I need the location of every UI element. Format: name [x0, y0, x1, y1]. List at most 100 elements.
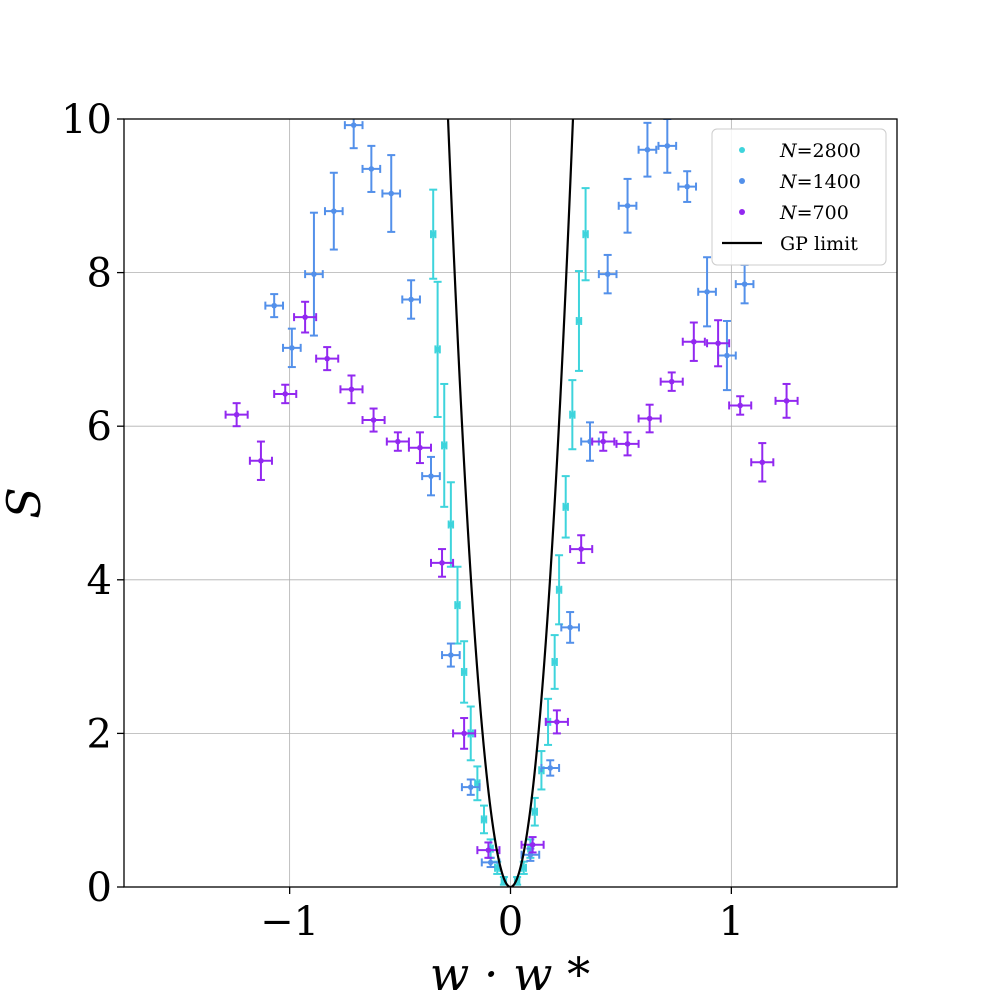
point-2-8 — [407, 431, 432, 465]
point-0-13 — [519, 860, 528, 875]
data-point — [531, 808, 538, 815]
data-point — [668, 378, 675, 385]
point-1-2 — [304, 211, 324, 337]
data-point — [646, 415, 653, 422]
point-2-19 — [681, 321, 706, 362]
data-point — [644, 146, 651, 153]
point-2-3 — [293, 300, 318, 334]
data-point — [582, 231, 589, 237]
legend-label-1: N=1400 — [779, 171, 861, 193]
point-2-9 — [429, 548, 455, 578]
legend-label-var: N — [779, 140, 798, 162]
point-2-6 — [361, 407, 386, 433]
data-point — [783, 398, 790, 404]
point-2-16 — [615, 431, 640, 457]
data-point — [454, 602, 461, 608]
point-1-9 — [441, 642, 461, 668]
point-0-21 — [568, 379, 577, 451]
data-point — [481, 816, 487, 823]
legend-label-num: 700 — [813, 202, 849, 224]
data-point — [759, 459, 766, 466]
point-1-8 — [421, 455, 441, 497]
legend-label-var: N — [779, 202, 798, 224]
point-1-5 — [361, 144, 382, 193]
point-2-2 — [273, 383, 298, 405]
series-1 — [264, 119, 755, 869]
data-point — [448, 521, 454, 528]
point-1-4 — [343, 119, 364, 150]
point-2-15 — [591, 431, 616, 452]
data-point — [439, 560, 445, 566]
point-0-19 — [555, 554, 564, 626]
point-2-7 — [385, 431, 410, 452]
data-point — [600, 438, 607, 445]
legend-label-num: 1400 — [813, 171, 861, 193]
legend-label-eq: = — [797, 202, 813, 224]
point-1-22 — [717, 319, 737, 392]
data-point — [567, 624, 573, 631]
data-point — [233, 411, 240, 418]
point-0-22 — [574, 270, 583, 372]
point-0-0 — [429, 188, 438, 280]
data-point — [684, 183, 690, 190]
point-1-23 — [734, 263, 755, 305]
point-0-15 — [530, 796, 539, 827]
data-point — [311, 271, 317, 277]
point-0-5 — [460, 640, 469, 704]
data-point — [529, 841, 536, 848]
data-point — [520, 865, 527, 871]
legend-marker-0 — [739, 147, 745, 153]
data-point — [302, 314, 308, 320]
point-0-1 — [433, 280, 442, 418]
data-point — [461, 669, 467, 675]
legend-label-eq: = — [797, 171, 813, 193]
point-2-14 — [569, 534, 594, 564]
series-2 — [224, 300, 799, 859]
point-2-18 — [659, 371, 684, 392]
data-point — [430, 231, 437, 237]
y-tick-label-3: 6 — [87, 404, 112, 450]
data-layer — [224, 119, 799, 886]
point-0-20 — [561, 475, 570, 539]
point-1-16 — [597, 253, 618, 295]
data-point — [271, 302, 277, 309]
data-point — [258, 457, 264, 464]
data-point — [485, 847, 492, 853]
data-point — [741, 281, 748, 287]
point-1-17 — [617, 177, 638, 234]
y-tick-label-1: 2 — [87, 711, 112, 757]
point-0-2 — [440, 382, 449, 508]
data-point — [388, 190, 395, 197]
data-point — [562, 504, 569, 510]
point-0-4 — [453, 565, 462, 645]
point-1-3 — [323, 171, 344, 251]
data-point — [348, 386, 355, 393]
data-point — [395, 438, 401, 445]
data-point — [428, 473, 434, 479]
data-point — [434, 346, 441, 353]
data-point — [554, 719, 560, 725]
x-tick-label-0: −1 — [260, 899, 319, 945]
data-point — [551, 659, 558, 665]
legend-label-num: 2800 — [813, 140, 861, 162]
data-point — [289, 345, 295, 351]
point-2-13 — [544, 709, 569, 735]
gp-limit-curve — [446, 119, 575, 887]
data-point — [350, 122, 357, 128]
data-point — [724, 352, 730, 359]
data-point — [368, 166, 375, 172]
point-1-18 — [637, 121, 658, 178]
point-2-11 — [476, 841, 501, 859]
data-point — [461, 730, 467, 737]
legend-frame — [711, 128, 887, 266]
legend-label-eq: = — [797, 140, 813, 162]
legend-marker-1 — [739, 178, 745, 184]
y-tick-label-4: 8 — [87, 251, 112, 297]
legend-marker-2 — [739, 209, 745, 215]
data-point — [664, 143, 671, 149]
data-point — [417, 444, 423, 451]
x-axis-label: w · w * — [430, 947, 590, 997]
point-2-22 — [750, 442, 775, 483]
